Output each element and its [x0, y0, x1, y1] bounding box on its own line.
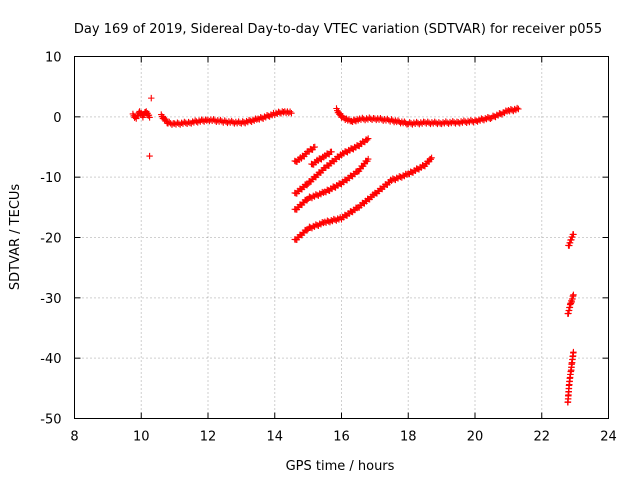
y-tick-label: 0 [53, 111, 61, 126]
x-tick-label: 10 [133, 430, 150, 445]
data-point [303, 197, 311, 204]
plot-frame [74, 56, 609, 419]
data-point [303, 227, 311, 234]
data-point [363, 136, 371, 144]
data-points [129, 94, 577, 406]
x-tick-label: 22 [533, 430, 550, 445]
data-point [427, 156, 434, 163]
grid [74, 56, 609, 419]
data-point [428, 154, 435, 162]
y-tick-label: -10 [40, 171, 61, 186]
x-tick-label: 16 [333, 430, 350, 445]
data-point [146, 152, 153, 160]
data-point [570, 348, 577, 356]
chart-title: Day 169 of 2019, Sidereal Day-to-day VTE… [74, 22, 602, 37]
y-tick-label: 10 [45, 51, 62, 66]
x-tick-label: 20 [467, 430, 484, 445]
data-point [146, 114, 153, 121]
y-tick-label: -20 [40, 232, 61, 247]
data-point [570, 231, 577, 238]
y-tick-label: -40 [40, 352, 61, 367]
data-point [513, 104, 521, 112]
x-axis-label: GPS time / hours [286, 459, 395, 474]
data-point [515, 105, 522, 113]
data-point [288, 110, 295, 117]
x-tick-label: 14 [266, 430, 283, 445]
data-point [286, 108, 294, 115]
data-point [328, 148, 335, 156]
y-tick-label: -50 [40, 413, 61, 428]
y-axis-label: SDTVAR / TECUs [8, 184, 23, 291]
x-tick-label: 24 [600, 430, 617, 445]
data-point [311, 143, 318, 151]
x-tick-label: 18 [400, 430, 417, 445]
y-tick-label: -30 [40, 292, 61, 307]
axes: 8 10 12 14 16 18 20 22 24 -50 -40 -30 -20 -10 0 10 [40, 51, 617, 445]
data-point [365, 135, 372, 142]
x-tick-label: 8 [70, 430, 78, 445]
data-point [148, 94, 155, 102]
data-point [365, 155, 372, 163]
x-tick-label: 12 [200, 430, 217, 445]
data-point [303, 181, 311, 189]
data-point [570, 291, 577, 299]
